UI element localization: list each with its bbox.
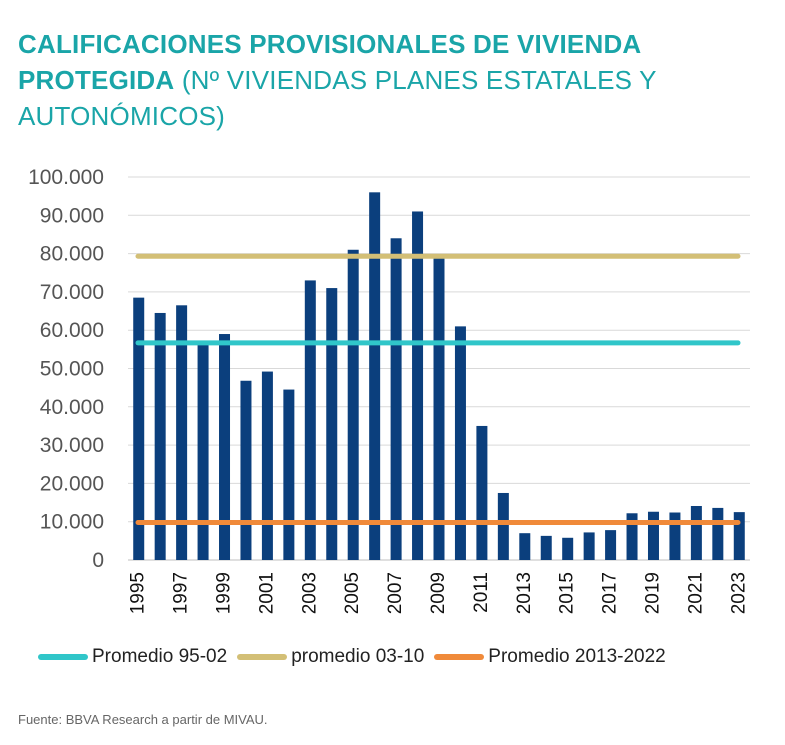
legend-swatch-95-02 (38, 654, 88, 660)
bar-2001 (261, 371, 273, 560)
legend-item-2013-2022: Promedio 2013-2022 (434, 646, 666, 668)
bar-2003 (304, 280, 316, 560)
bar-2019 (647, 511, 659, 560)
legend: Promedio 95-02 promedio 03-10 Promedio 2… (38, 646, 676, 668)
chart-title: CALIFICACIONES PROVISIONALES DE VIVIENDA… (18, 26, 758, 134)
source-note: Fuente: BBVA Research a partir de MIVAU. (18, 712, 268, 727)
bar-2008 (412, 211, 424, 560)
x-tick-label: 2003 (299, 572, 320, 614)
x-tick-label: 2001 (256, 572, 277, 614)
x-tick-label: 2019 (642, 572, 663, 614)
y-tick-label: 0 (92, 549, 104, 572)
x-tick-label: 2015 (557, 572, 578, 614)
bar-1996 (154, 312, 166, 560)
x-tick-label: 1995 (128, 572, 149, 614)
x-tick-label: 2021 (685, 572, 706, 614)
x-tick-label: 2007 (385, 572, 406, 614)
bar-1999 (219, 334, 231, 560)
bar-1995 (133, 297, 145, 560)
bar-2006 (369, 192, 381, 560)
x-tick-label: 2017 (600, 572, 621, 614)
chart-area: 0 10.000 20.000 30.000 40.000 50.000 60.000 70.… (28, 166, 750, 614)
x-tick-label: 1999 (214, 572, 235, 614)
legend-label-95-02: Promedio 95-02 (92, 646, 228, 667)
bar-2017 (605, 530, 617, 560)
legend-swatch-03-10 (237, 654, 288, 660)
reference-lines (135, 253, 741, 525)
bar-2021 (690, 505, 702, 560)
legend-label-03-10: promedio 03-10 (291, 646, 425, 667)
bar-2022 (712, 507, 724, 560)
bar-1997 (176, 305, 188, 560)
y-tick-label: 10.000 (40, 511, 104, 534)
y-tick-label: 70.000 (40, 281, 104, 304)
y-axis-ticks: 0 10.000 20.000 30.000 40.000 50.000 60.000 70.… (28, 166, 104, 572)
y-tick-label: 40.000 (40, 396, 104, 419)
legend-item-03-10: promedio 03-10 (237, 646, 424, 668)
legend-label-2013-2022: Promedio 2013-2022 (488, 646, 666, 667)
y-tick-label: 20.000 (40, 472, 104, 495)
bar-2005 (347, 249, 359, 560)
x-axis-ticks: 1995 1997 1999 2001 2003 2005 2007 2009 2011 2013… (128, 572, 750, 614)
legend-swatch-2013-2022 (434, 654, 485, 660)
x-tick-label: 1997 (171, 572, 192, 614)
bar-2010 (454, 326, 466, 560)
bar-2009 (433, 257, 445, 560)
x-tick-label: 2011 (471, 572, 492, 613)
bar-2002 (283, 389, 295, 560)
y-tick-label: 50.000 (40, 358, 104, 381)
bar-2020 (669, 512, 681, 560)
chart-title-subtitle: (Nº VIVIENDAS PLANES ESTATALES Y AUTONÓM… (18, 65, 657, 131)
bar-2012 (497, 492, 509, 560)
chart-title-bold: CALIFICACIONES PROVISIONALES DE VIVIENDA… (18, 29, 641, 95)
bar-2016 (583, 532, 595, 560)
bar-2013 (519, 533, 531, 560)
bar-1998 (197, 341, 209, 560)
bars (133, 192, 745, 560)
bar-2015 (562, 537, 574, 560)
y-tick-label: 30.000 (40, 434, 104, 457)
bar-2004 (326, 288, 338, 560)
bar-2007 (390, 238, 402, 560)
legend-item-95-02: Promedio 95-02 (38, 646, 227, 668)
bar-2014 (540, 535, 552, 560)
x-tick-label: 2013 (514, 572, 535, 614)
bar-2000 (240, 380, 252, 560)
y-tick-label: 90.000 (40, 204, 104, 227)
x-tick-label: 2005 (342, 572, 363, 614)
x-tick-label: 2009 (428, 572, 449, 614)
x-tick-label: 2023 (728, 572, 749, 614)
y-tick-label: 60.000 (40, 319, 104, 342)
bar-2018 (626, 513, 638, 560)
y-tick-label: 80.000 (40, 243, 104, 266)
bar-2011 (476, 425, 488, 560)
bar-2023 (733, 512, 745, 560)
y-tick-label: 100.000 (28, 166, 104, 189)
